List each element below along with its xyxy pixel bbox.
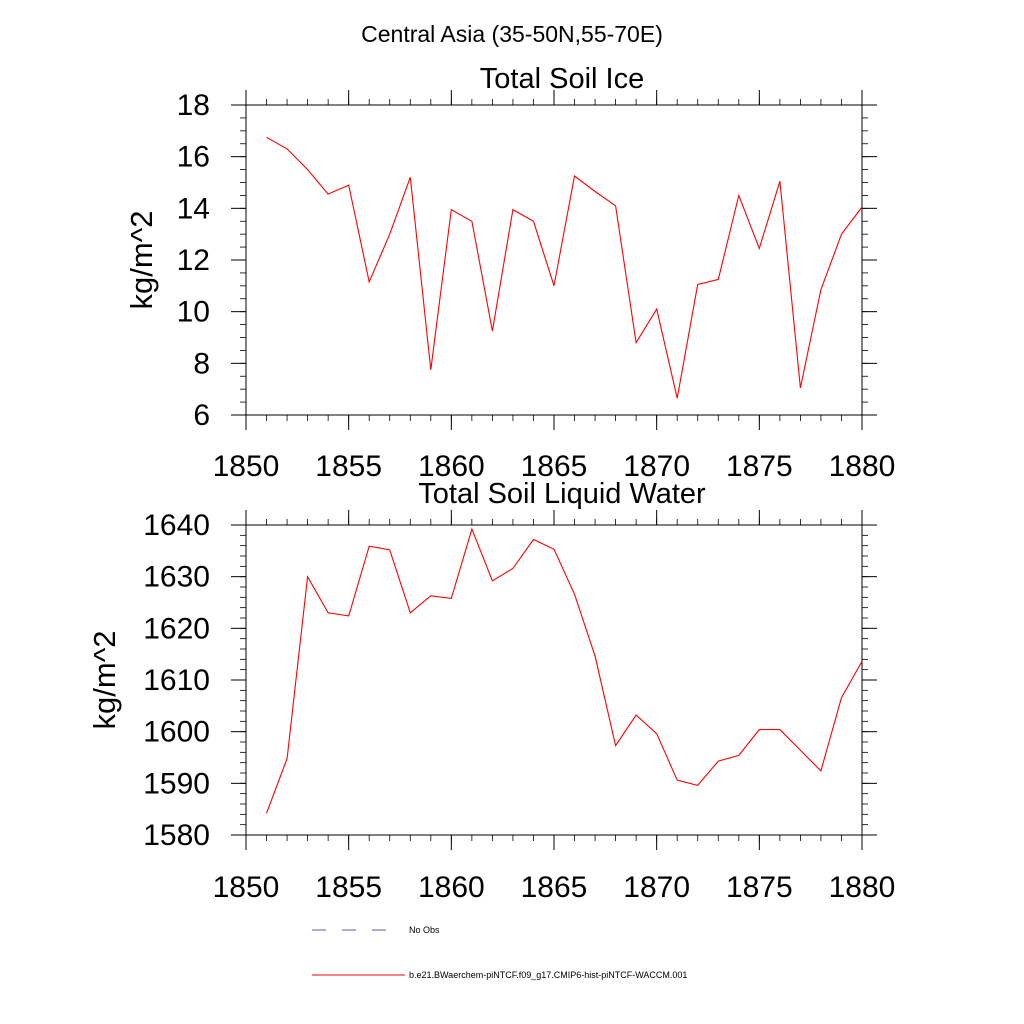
x-tick-label: 1850 xyxy=(213,871,280,904)
y-tick-label: 1620 xyxy=(143,612,210,645)
legend-model-label: b.e21.BWaerchem-piNTCF.f09_g17.CMIP6-his… xyxy=(409,970,687,980)
y-axis-label: kg/m^2 xyxy=(124,211,159,310)
y-tick-label: 6 xyxy=(193,399,210,432)
x-tick-label: 1865 xyxy=(521,871,588,904)
y-tick-label: 10 xyxy=(177,296,210,329)
chart-total-soil-liquid-water: 1850 1855 1860 1865 1870 1875 1880 1580 1590 1600… xyxy=(87,478,895,904)
y-tick-label: 1610 xyxy=(143,664,210,697)
plot-frame xyxy=(245,104,863,416)
x-tick-label: 1875 xyxy=(726,871,793,904)
x-tick-label: 1860 xyxy=(418,871,485,904)
y-tick-label: 1590 xyxy=(143,767,210,800)
figure-title: Central Asia (35-50N,55-70E) xyxy=(361,21,663,47)
chart-total-soil-ice: 1850 1855 1860 1865 1870 1875 1880 6 8 10 12 14 16 18… xyxy=(124,63,895,483)
y-tick-label: 12 xyxy=(177,244,210,277)
x-tick-label: 1860 xyxy=(418,450,485,483)
y-tick-label: 1630 xyxy=(143,561,210,594)
series-line xyxy=(266,136,863,399)
x-tick-label: 1855 xyxy=(315,450,382,483)
y-tick-label: 1600 xyxy=(143,716,210,749)
chart-title: Total Soil Ice xyxy=(480,63,644,95)
x-tick-label: 1870 xyxy=(623,871,690,904)
y-tick-label: 1640 xyxy=(143,509,210,542)
y-tick-label: 8 xyxy=(193,347,210,380)
y-tick-label: 14 xyxy=(177,192,210,225)
plot-frame xyxy=(245,524,863,836)
x-tick-label: 1870 xyxy=(623,450,690,483)
y-tick-label: 16 xyxy=(177,141,210,174)
y-tick-label: 18 xyxy=(177,89,210,122)
chart-title: Total Soil Liquid Water xyxy=(418,478,706,510)
x-tick-label: 1875 xyxy=(726,450,793,483)
legend-no-obs-label: No Obs xyxy=(409,925,440,935)
x-tick-label: 1880 xyxy=(829,450,896,483)
series-line xyxy=(265,527,863,814)
legend: No Obs b.e21.BWaerchem-piNTCF.f09_g17.CM… xyxy=(312,925,687,980)
x-tick-label: 1855 xyxy=(315,871,382,904)
x-tick-label: 1880 xyxy=(829,871,896,904)
y-tick-label: 1580 xyxy=(143,819,210,852)
y-axis-label: kg/m^2 xyxy=(87,631,122,730)
x-tick-label: 1865 xyxy=(521,450,588,483)
x-tick-label: 1850 xyxy=(213,450,280,483)
